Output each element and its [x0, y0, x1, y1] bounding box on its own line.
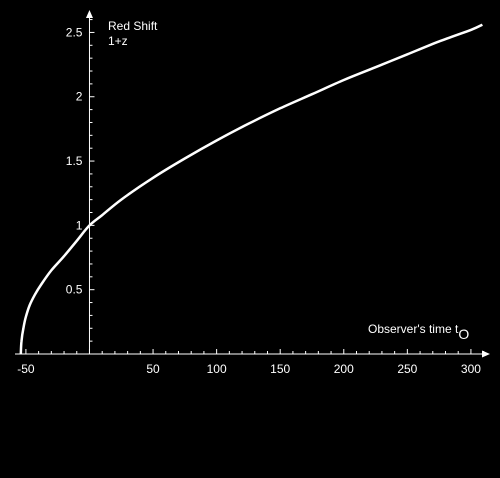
x-axis-title-main: Observer's time t	[368, 322, 459, 336]
axes	[15, 10, 490, 358]
x-tick-label: 250	[397, 362, 417, 376]
x-tick-label: 150	[270, 362, 290, 376]
y-axis-title-line1: Red Shift	[108, 19, 158, 33]
x-tick-label: 200	[334, 362, 354, 376]
x-tick-label: 300	[461, 362, 481, 376]
x-tick-label: -50	[17, 362, 35, 376]
x-tick-label: 50	[146, 362, 160, 376]
ticks: -50 50 100 150 200 250 300 0.5 1 1.5 2 2.5	[17, 19, 485, 376]
y-tick-label: 0.5	[66, 283, 83, 297]
y-axis-arrow	[85, 10, 93, 18]
y-tick-label: 2.5	[66, 25, 83, 39]
y-tick-label: 1.5	[66, 154, 83, 168]
y-tick-label: 1	[76, 218, 83, 232]
series-line	[19, 23, 483, 355]
x-tick-label: 100	[207, 362, 227, 376]
x-axis-title: Observer's time tO	[368, 322, 469, 342]
y-tick-label: 2	[76, 90, 83, 104]
y-axis-title-line2: 1+z	[108, 34, 128, 48]
x-axis-title-subscript: O	[458, 326, 469, 342]
